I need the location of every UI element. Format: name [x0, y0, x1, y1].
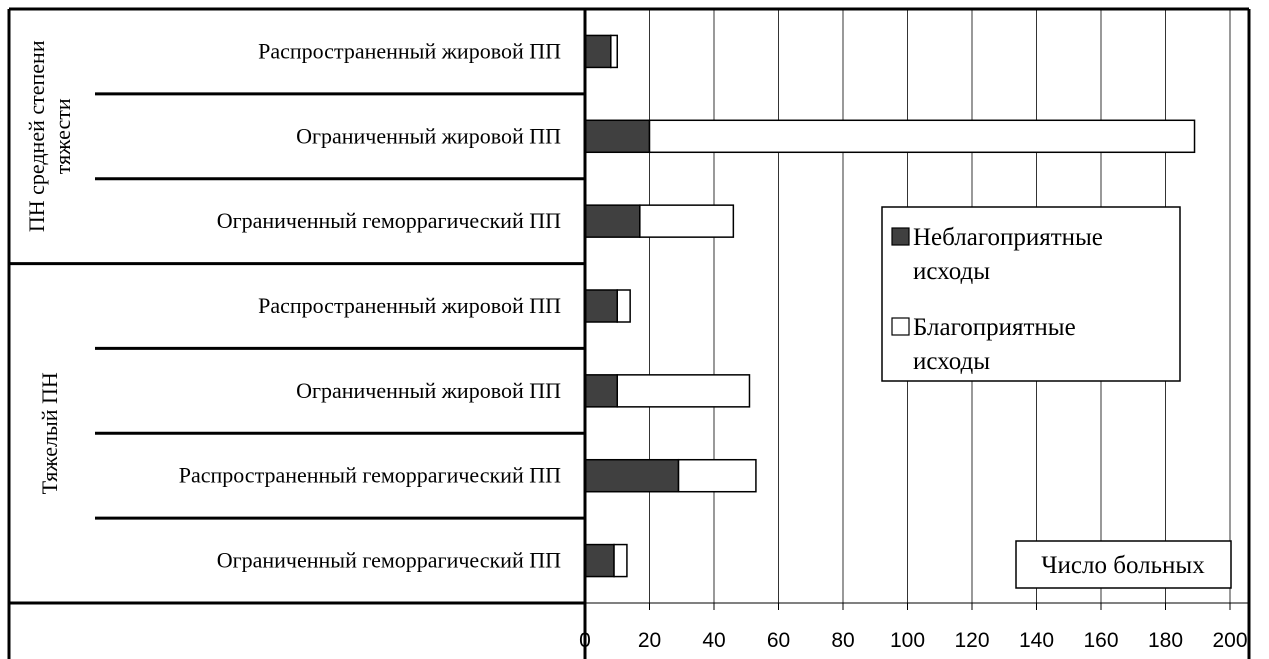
- x-axis-title: Число больных: [1041, 552, 1205, 579]
- x-tick-label: 20: [638, 629, 661, 652]
- bar-favorable: [613, 543, 628, 578]
- legend-box: [881, 206, 1181, 382]
- bar-unfavorable: [584, 204, 641, 238]
- bar-favorable: [639, 204, 735, 238]
- x-tick-label: 0: [579, 629, 591, 652]
- category-label: Распространенный геморрагический ПП: [179, 463, 561, 488]
- legend: Неблагоприятные исходы Благоприятные исх…: [881, 206, 1181, 382]
- group-label-line: тяжести: [50, 98, 75, 174]
- x-tick-label: 160: [1083, 629, 1118, 652]
- bar-unfavorable: [584, 458, 680, 493]
- bar-favorable: [677, 458, 757, 493]
- category-label: Ограниченный жировой ПП: [296, 123, 561, 148]
- x-tick-label: 120: [954, 629, 989, 652]
- category-label: Ограниченный геморрагический ПП: [217, 548, 561, 573]
- x-tick-label: 140: [1019, 629, 1054, 652]
- x-tick-label: 100: [890, 629, 925, 652]
- group-label: Тяжелый ПН: [37, 372, 62, 494]
- bar-unfavorable: [584, 543, 615, 578]
- bar-favorable: [616, 289, 631, 323]
- category-label: Ограниченный жировой ПП: [296, 378, 561, 403]
- legend-label-unfavorable-line1: Неблагоприятные: [913, 224, 1103, 251]
- bars: [584, 34, 1196, 578]
- bar-unfavorable: [584, 374, 618, 408]
- chart-frame: [7, 7, 1251, 659]
- x-axis-ticks: 0 20 40 60 80 100 120 140 160 180 200: [579, 603, 1248, 652]
- legend-label-favorable-line2: исходы: [913, 348, 990, 375]
- legend-swatch-unfavorable: [891, 227, 910, 246]
- legend-label-unfavorable-line2: исходы: [913, 258, 990, 285]
- category-labels: Распространенный жировой ПП Ограниченный …: [24, 38, 561, 572]
- bar-favorable: [648, 119, 1196, 154]
- bar-unfavorable: [584, 289, 618, 323]
- bar-favorable: [610, 34, 618, 69]
- category-label: Распространенный жировой ПП: [258, 38, 561, 63]
- category-label: Ограниченный геморрагический ПП: [217, 208, 561, 233]
- category-label: Распространенный жировой ПП: [258, 293, 561, 318]
- legend-label-favorable-line1: Благоприятные: [913, 314, 1076, 341]
- axis-title-box: [1015, 540, 1232, 589]
- bar-unfavorable: [584, 119, 651, 154]
- x-tick-label: 200: [1212, 629, 1247, 652]
- x-tick-label: 180: [1148, 629, 1183, 652]
- x-tick-label: 60: [767, 629, 790, 652]
- legend-swatch-favorable: [891, 317, 910, 336]
- x-tick-label: 40: [702, 629, 725, 652]
- group-label: ПН средней степени тяжести: [24, 40, 75, 232]
- bar-unfavorable: [584, 34, 612, 69]
- axis-title: Число больных: [1015, 540, 1232, 589]
- group-label-line: Тяжелый ПН: [37, 372, 62, 494]
- x-tick-label: 80: [831, 629, 854, 652]
- bar-favorable: [616, 374, 751, 408]
- group-label-line: ПН средней степени: [24, 40, 49, 232]
